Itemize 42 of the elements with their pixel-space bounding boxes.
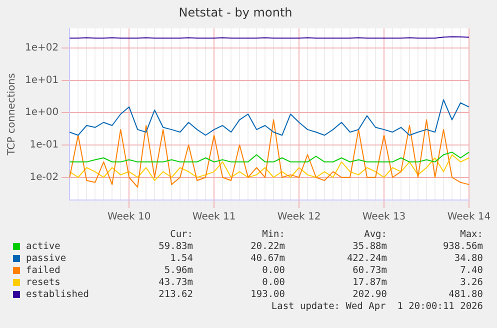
- y-tick-label: 1e-01: [30, 140, 59, 151]
- text: 938.56m: [442, 241, 483, 253]
- text: 422.24m: [346, 253, 387, 265]
- text: 0.00: [262, 265, 285, 277]
- legend-label: resets: [26, 277, 60, 289]
- x-tick-label: Week 10: [107, 212, 151, 223]
- text: 59.83m: [158, 241, 193, 253]
- text: 213.62: [158, 289, 193, 301]
- y-tick-label: 1e+02: [24, 42, 59, 54]
- text: Cur:: [170, 229, 193, 241]
- x-tick-label: Week 11: [192, 212, 236, 223]
- text: 34.80: [454, 253, 483, 265]
- y-tick-label: 1e-02: [30, 172, 59, 183]
- text: 3.26: [460, 277, 483, 289]
- text: 40.67m: [250, 253, 285, 265]
- text: Last update: Wed Apr 1 20:00:11 2026: [271, 301, 483, 313]
- legend-label: passive: [26, 253, 66, 265]
- text: 7.40: [460, 265, 483, 277]
- y-tick-label: 1e+01: [24, 74, 59, 86]
- legend-label: established: [26, 289, 89, 301]
- x-tick-label: Week 14: [447, 212, 491, 223]
- y-tick-label: 1e+00: [24, 107, 59, 118]
- text: 202.90: [352, 289, 387, 301]
- text: 20.22m: [250, 241, 285, 253]
- text: 193.00: [250, 289, 285, 301]
- text: Avg:: [364, 229, 387, 241]
- legend-label: active: [26, 241, 60, 253]
- text: Max:: [460, 229, 483, 241]
- text: 1.54: [170, 253, 193, 265]
- text: 5.96m: [164, 265, 193, 277]
- x-tick-label: Week 13: [362, 212, 406, 223]
- text: Min:: [262, 229, 285, 241]
- text: 35.88m: [352, 241, 387, 253]
- text: 60.73m: [352, 265, 387, 277]
- y-axis-title: TCP connections: [6, 73, 18, 156]
- chart-title: Netstat - by month: [178, 5, 292, 20]
- text: 0.00: [262, 277, 285, 289]
- text: 43.73m: [158, 277, 193, 289]
- legend-label: failed: [26, 265, 60, 277]
- x-tick-label: Week 12: [277, 212, 321, 223]
- text: 17.87m: [352, 277, 387, 289]
- text: 481.80: [448, 289, 483, 301]
